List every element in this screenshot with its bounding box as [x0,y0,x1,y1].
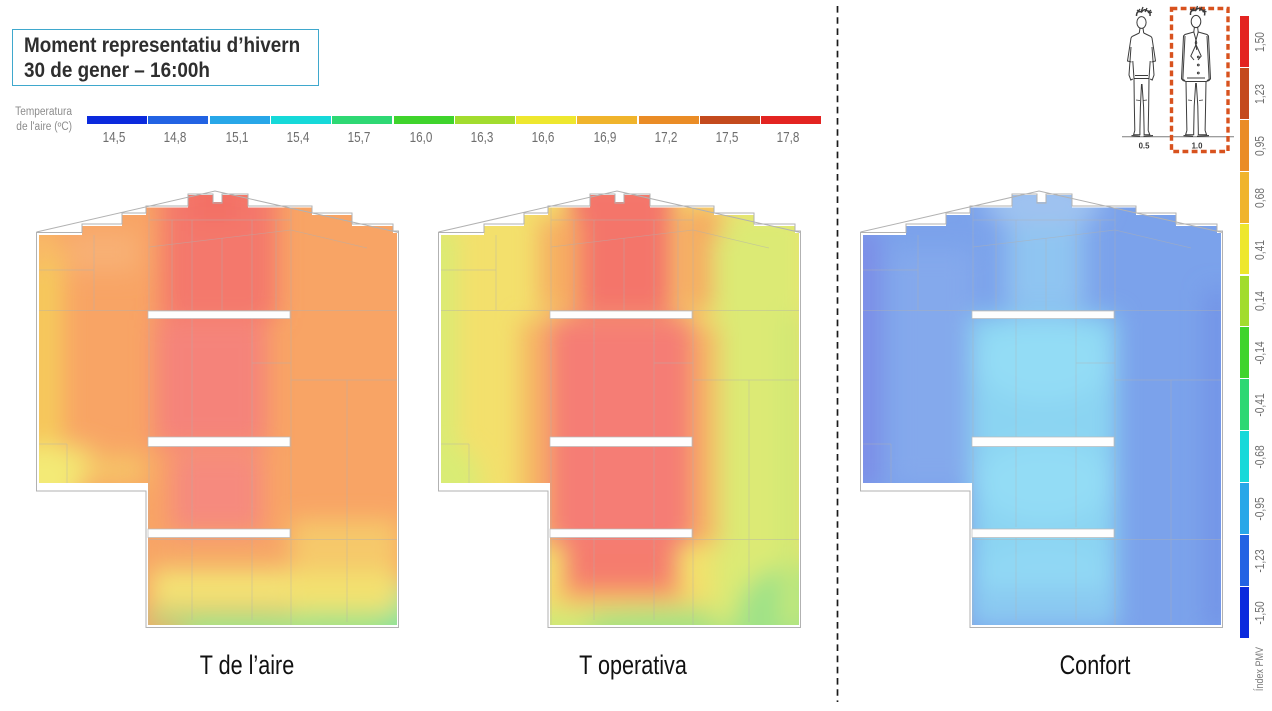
svg-text:0.5: 0.5 [1139,142,1151,151]
svg-text:1.0: 1.0 [1192,142,1204,151]
